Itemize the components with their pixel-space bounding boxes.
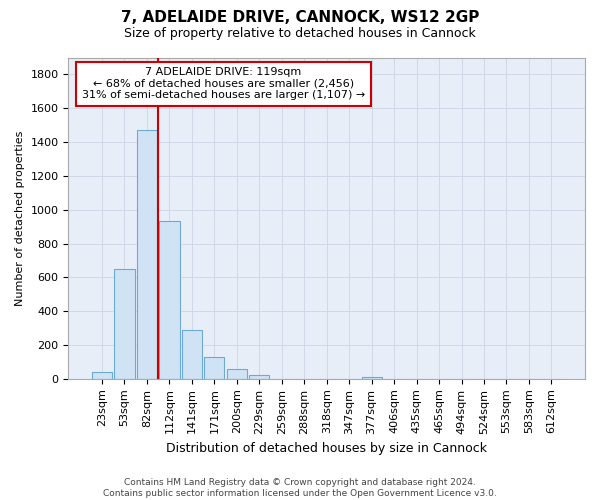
Bar xyxy=(182,330,202,379)
Bar xyxy=(137,130,157,379)
Bar xyxy=(362,377,382,379)
Bar xyxy=(227,368,247,379)
Bar xyxy=(159,220,179,379)
Text: Size of property relative to detached houses in Cannock: Size of property relative to detached ho… xyxy=(124,28,476,40)
Bar xyxy=(204,357,224,379)
Bar xyxy=(249,374,269,379)
Bar xyxy=(115,269,134,379)
Bar xyxy=(92,372,112,379)
Text: 7 ADELAIDE DRIVE: 119sqm
← 68% of detached houses are smaller (2,456)
31% of sem: 7 ADELAIDE DRIVE: 119sqm ← 68% of detach… xyxy=(82,67,365,100)
Y-axis label: Number of detached properties: Number of detached properties xyxy=(15,130,25,306)
Text: Contains HM Land Registry data © Crown copyright and database right 2024.
Contai: Contains HM Land Registry data © Crown c… xyxy=(103,478,497,498)
Text: 7, ADELAIDE DRIVE, CANNOCK, WS12 2GP: 7, ADELAIDE DRIVE, CANNOCK, WS12 2GP xyxy=(121,10,479,25)
X-axis label: Distribution of detached houses by size in Cannock: Distribution of detached houses by size … xyxy=(166,442,487,455)
